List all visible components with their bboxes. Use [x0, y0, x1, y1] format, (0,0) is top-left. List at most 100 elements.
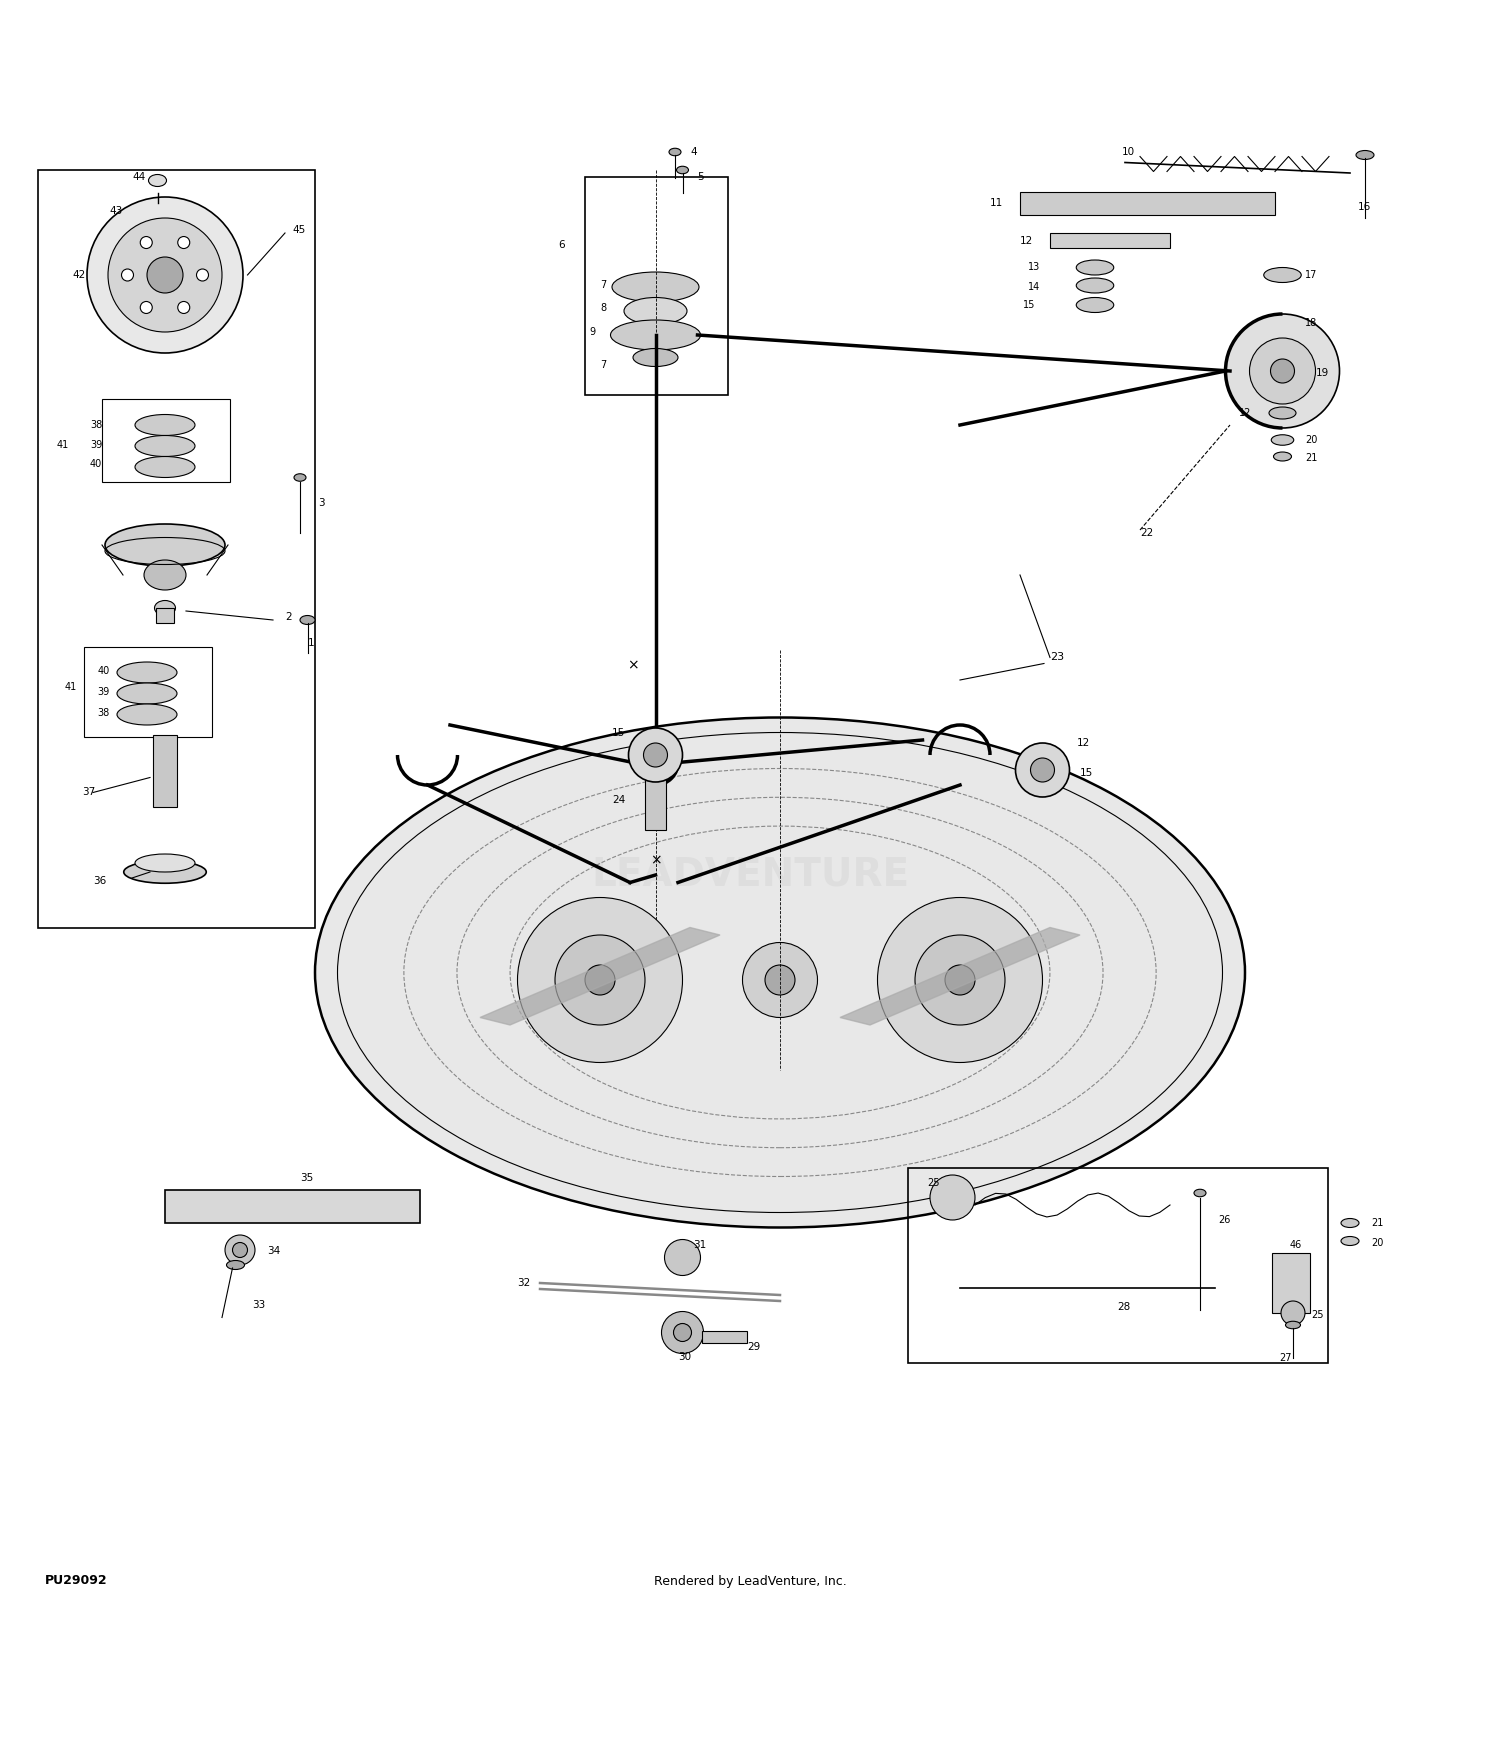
Text: 19: 19	[1316, 368, 1329, 378]
Text: 31: 31	[693, 1241, 706, 1251]
Text: 13: 13	[1028, 262, 1039, 273]
Circle shape	[915, 934, 1005, 1026]
Circle shape	[177, 301, 189, 313]
Bar	[585, 177, 728, 396]
Ellipse shape	[1286, 1321, 1300, 1328]
Ellipse shape	[148, 175, 166, 187]
Ellipse shape	[117, 662, 177, 682]
Ellipse shape	[300, 616, 315, 625]
Ellipse shape	[1077, 278, 1113, 292]
Text: 34: 34	[267, 1246, 280, 1256]
Ellipse shape	[105, 523, 225, 565]
Bar	[153, 735, 177, 807]
Bar	[102, 399, 230, 481]
Ellipse shape	[135, 436, 195, 457]
Circle shape	[1016, 744, 1070, 796]
Text: 39: 39	[90, 439, 102, 450]
Circle shape	[742, 943, 818, 1017]
Text: 8: 8	[600, 303, 606, 313]
Text: 1: 1	[308, 637, 314, 648]
Text: 10: 10	[1122, 147, 1136, 158]
Circle shape	[945, 964, 975, 996]
Ellipse shape	[135, 415, 195, 436]
Text: 21: 21	[1371, 1218, 1383, 1228]
Text: 12: 12	[1077, 738, 1090, 747]
Bar	[645, 758, 666, 830]
Ellipse shape	[633, 348, 678, 366]
Text: 6: 6	[558, 240, 564, 250]
Ellipse shape	[135, 457, 195, 478]
Text: Rendered by LeadVenture, Inc.: Rendered by LeadVenture, Inc.	[654, 1575, 846, 1587]
Bar	[702, 1332, 747, 1342]
Ellipse shape	[147, 203, 168, 219]
Ellipse shape	[1270, 434, 1293, 444]
Text: 43: 43	[110, 205, 123, 215]
Circle shape	[1030, 758, 1054, 782]
Circle shape	[225, 1236, 255, 1265]
Circle shape	[674, 1323, 692, 1342]
Circle shape	[1270, 359, 1294, 383]
Text: 24: 24	[612, 794, 626, 805]
Text: 44: 44	[132, 173, 146, 182]
Text: 45: 45	[292, 226, 306, 234]
Text: 28: 28	[1118, 1302, 1131, 1312]
Text: 37: 37	[82, 788, 96, 798]
Text: 15: 15	[1080, 768, 1094, 779]
Ellipse shape	[624, 298, 687, 324]
Ellipse shape	[1077, 261, 1113, 275]
Text: 12: 12	[1239, 408, 1251, 418]
Circle shape	[518, 898, 682, 1062]
Text: 39: 39	[98, 688, 109, 696]
Ellipse shape	[1194, 1190, 1206, 1197]
Text: 15: 15	[1023, 299, 1035, 310]
Ellipse shape	[117, 704, 177, 724]
Circle shape	[108, 219, 222, 332]
Ellipse shape	[315, 718, 1245, 1227]
Ellipse shape	[154, 600, 176, 616]
Circle shape	[644, 744, 668, 766]
Bar	[84, 648, 212, 737]
Circle shape	[141, 236, 153, 248]
Ellipse shape	[135, 854, 195, 872]
Circle shape	[87, 198, 243, 354]
Text: 32: 32	[518, 1278, 531, 1288]
Ellipse shape	[1274, 452, 1292, 460]
Ellipse shape	[226, 1260, 244, 1269]
Text: 40: 40	[90, 458, 102, 469]
Text: 9: 9	[590, 327, 596, 338]
Ellipse shape	[294, 474, 306, 481]
Text: 30: 30	[678, 1351, 692, 1362]
Bar	[908, 1167, 1328, 1363]
Circle shape	[628, 728, 682, 782]
Ellipse shape	[676, 166, 688, 173]
Text: 14: 14	[1028, 282, 1039, 292]
Text: 25: 25	[927, 1178, 939, 1188]
Circle shape	[878, 898, 1042, 1062]
Ellipse shape	[1263, 315, 1300, 331]
Text: 41: 41	[64, 682, 76, 693]
Ellipse shape	[1341, 1237, 1359, 1246]
Ellipse shape	[1356, 150, 1374, 159]
Text: 5: 5	[698, 173, 703, 182]
Polygon shape	[480, 928, 720, 1026]
Ellipse shape	[144, 560, 186, 590]
Ellipse shape	[1341, 1218, 1359, 1227]
Circle shape	[196, 270, 208, 282]
Ellipse shape	[1263, 268, 1300, 282]
Text: 35: 35	[300, 1172, 313, 1183]
Circle shape	[930, 1174, 975, 1220]
Text: 16: 16	[1358, 203, 1371, 212]
Bar	[1050, 233, 1170, 248]
Text: ×: ×	[650, 852, 662, 866]
Text: 20: 20	[1371, 1237, 1383, 1248]
Circle shape	[1250, 338, 1316, 404]
Bar	[38, 170, 315, 928]
Bar	[1272, 1253, 1310, 1312]
Text: LEADVENTURE: LEADVENTURE	[591, 856, 909, 894]
Bar	[165, 1190, 420, 1223]
Circle shape	[232, 1242, 248, 1258]
Ellipse shape	[282, 1199, 306, 1214]
Circle shape	[585, 964, 615, 996]
Text: 29: 29	[747, 1342, 760, 1353]
Text: 7: 7	[600, 280, 606, 290]
